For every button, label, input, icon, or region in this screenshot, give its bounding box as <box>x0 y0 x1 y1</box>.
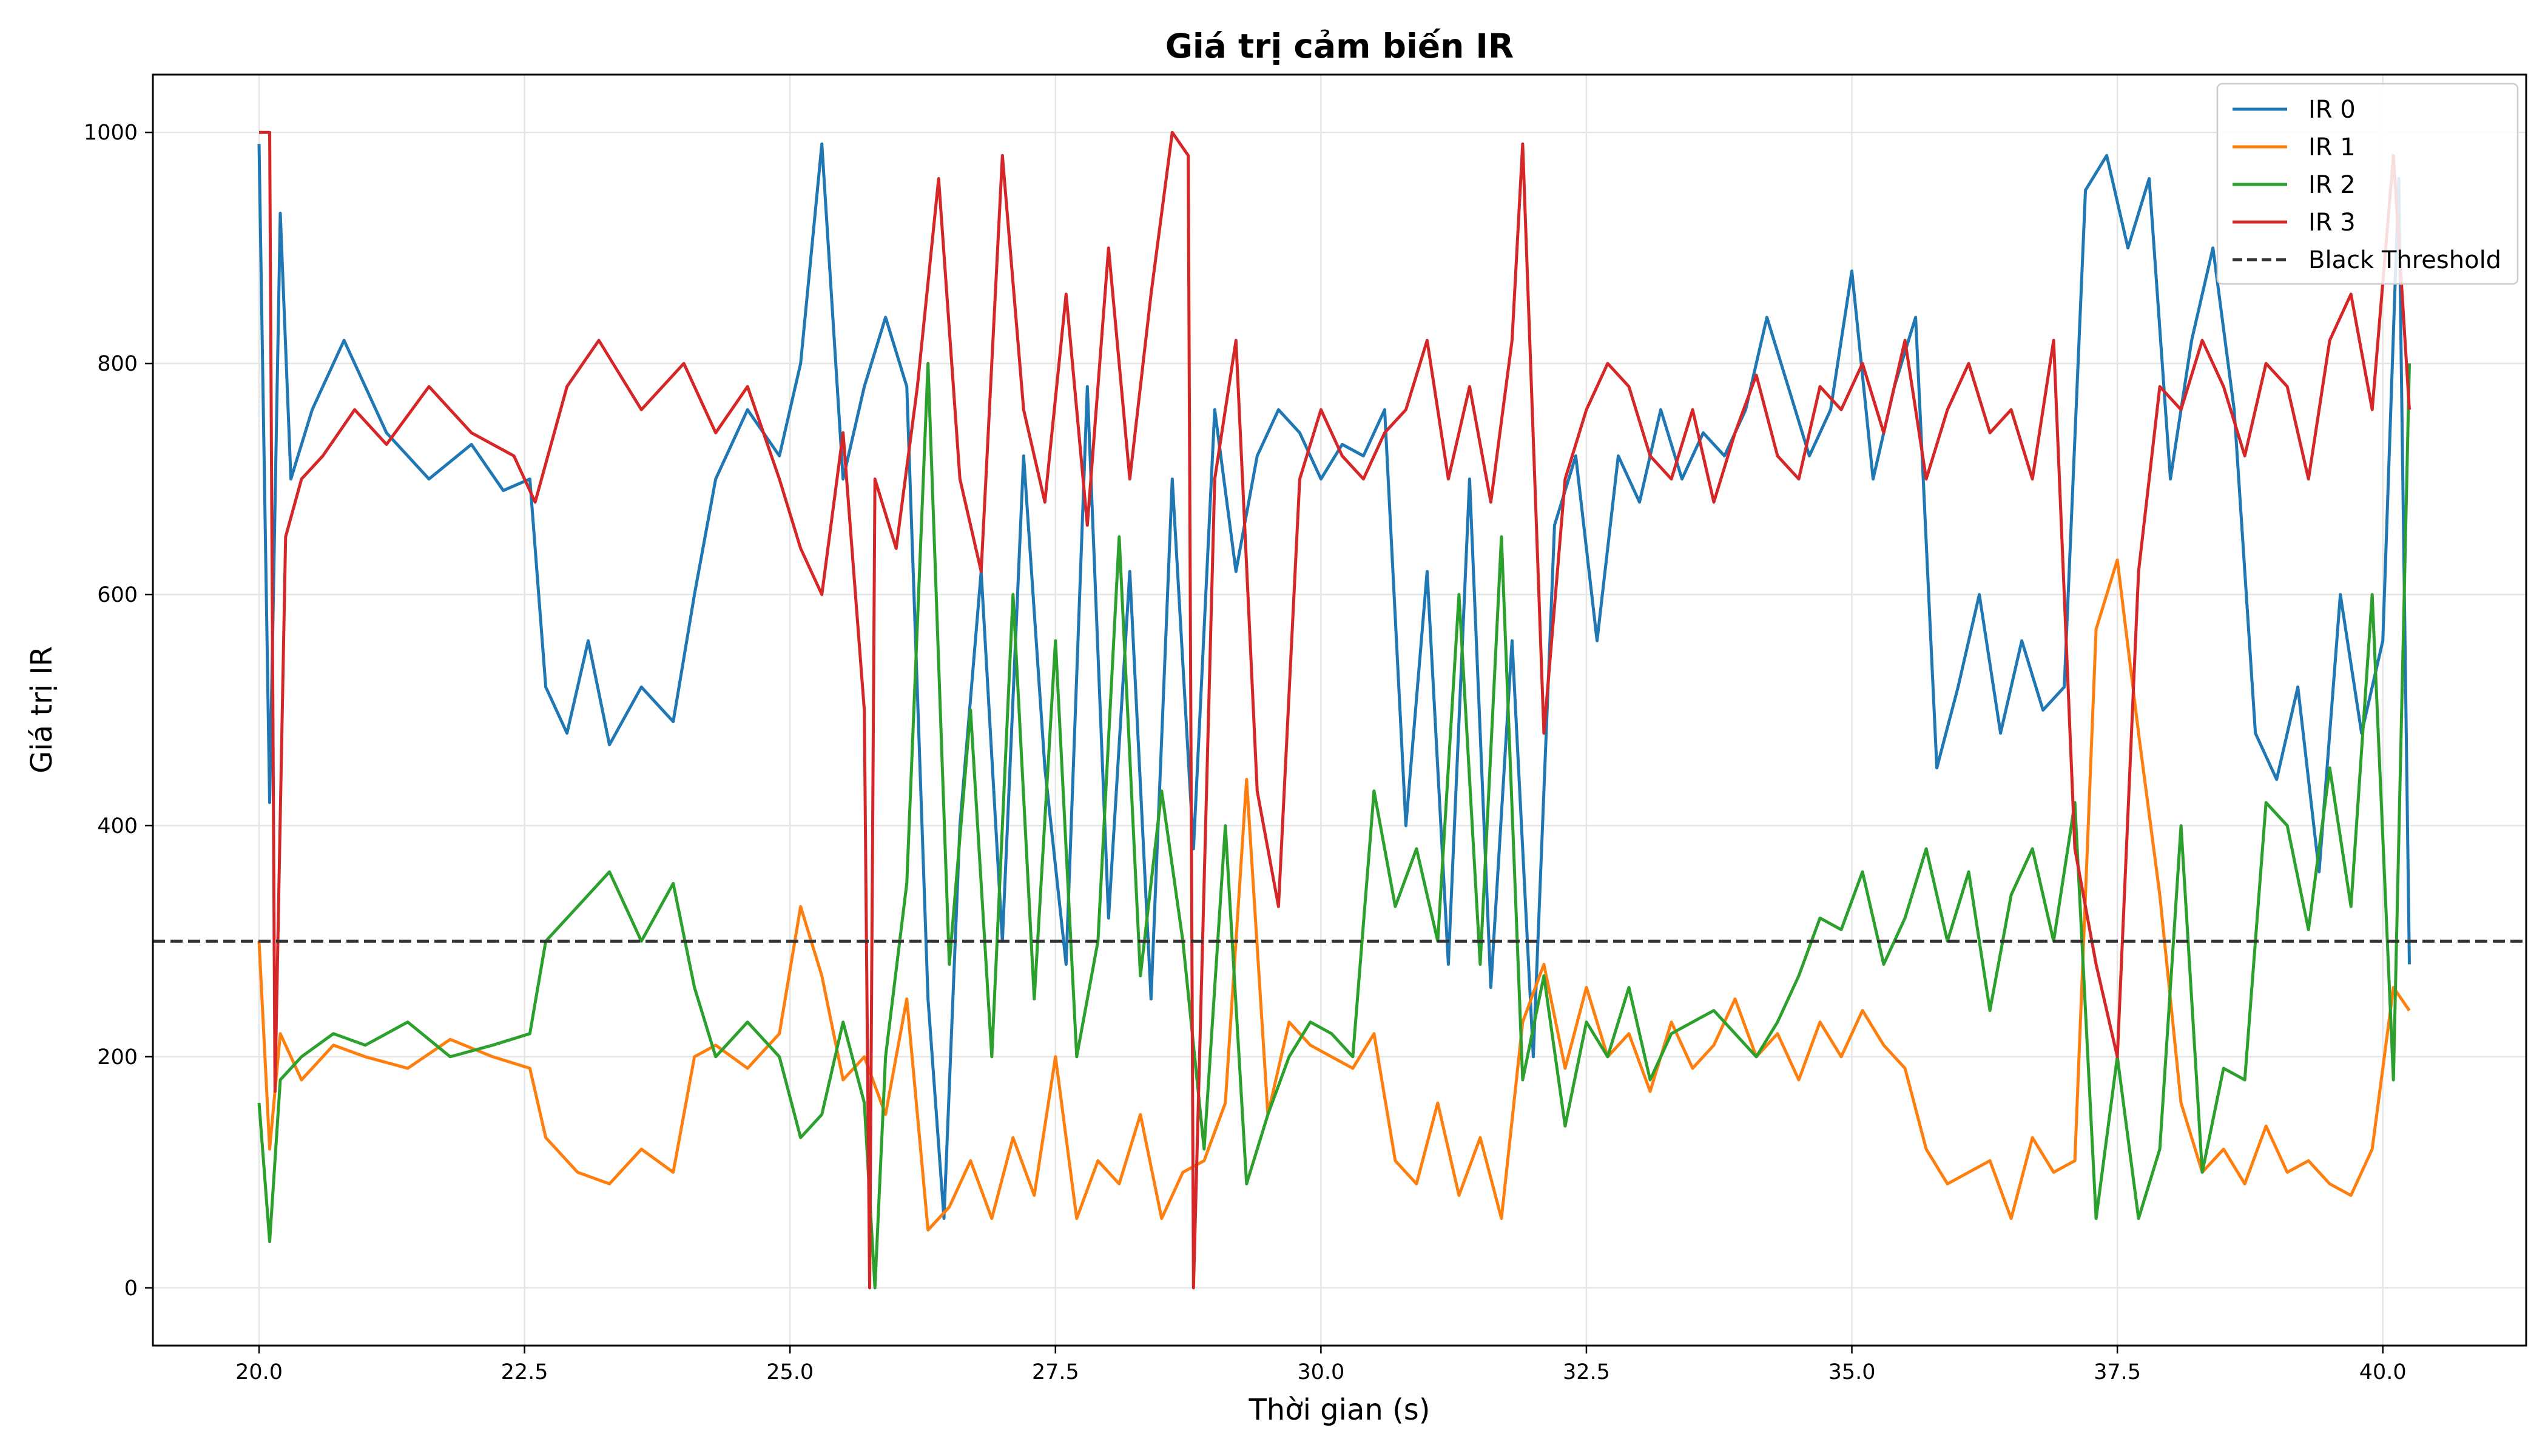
y-tick-label: 0 <box>124 1276 138 1301</box>
plot-frame <box>152 73 2527 1347</box>
grid-layer <box>153 75 2526 1346</box>
x-tick-label: 32.5 <box>1563 1360 1610 1384</box>
y-axis-ticks: 0 200 400 600 800 1000 <box>84 121 153 1301</box>
y-tick-label: 800 <box>97 352 138 376</box>
y-axis-title: Giá trị IR <box>25 646 59 774</box>
series-line-ir-0 <box>257 142 2411 1220</box>
x-axis-ticks: 20.0 22.5 25.0 27.5 30.0 32.5 35.0 37.5 40.0 <box>235 1346 2407 1384</box>
series-line-ir-3 <box>259 130 2411 1290</box>
chart-title: Giá trị cảm biến IR <box>1165 27 1514 66</box>
legend-items: IR 0 IR 1 IR 2 IR 3 Black Threshold <box>2233 96 2501 274</box>
x-tick-label: 27.5 <box>1032 1360 1079 1384</box>
x-tick-label: 25.0 <box>766 1360 814 1384</box>
x-tick-label: 40.0 <box>2359 1360 2407 1384</box>
y-tick-label: 1000 <box>84 121 138 145</box>
x-tick-label: 20.0 <box>235 1360 283 1384</box>
legend-label: IR 3 <box>2308 209 2356 237</box>
y-tick-label: 200 <box>97 1045 138 1070</box>
y-tick-label: 400 <box>97 814 138 838</box>
y-tick-label: 600 <box>97 583 138 607</box>
legend-label: IR 2 <box>2308 171 2356 199</box>
x-tick-label: 22.5 <box>501 1360 548 1384</box>
series-line-ir-2 <box>257 362 2411 1290</box>
legend-label: IR 1 <box>2308 133 2356 161</box>
x-axis-title: Thời gian (s) <box>1248 1393 1430 1427</box>
x-tick-label: 30.0 <box>1297 1360 1344 1384</box>
x-tick-label: 37.5 <box>2094 1360 2141 1384</box>
legend-label: IR 0 <box>2308 96 2356 124</box>
x-tick-label: 35.0 <box>1828 1360 1876 1384</box>
legend-box <box>2216 83 2519 285</box>
legend: IR 0 IR 1 IR 2 IR 3 Black Threshold <box>2216 83 2519 285</box>
series-layer <box>257 130 2411 1290</box>
legend-label: Black Threshold <box>2308 246 2501 274</box>
